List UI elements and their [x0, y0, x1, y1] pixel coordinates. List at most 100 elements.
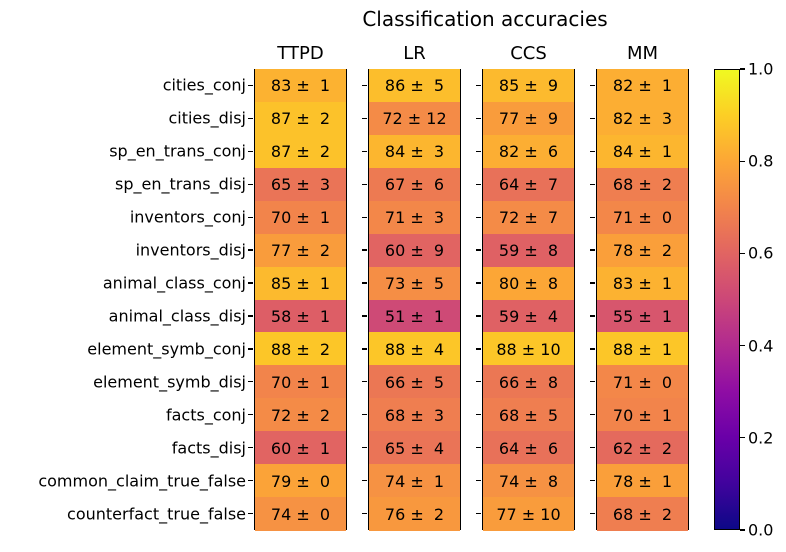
- row-label-element_symb_conj: element_symb_conj: [87, 339, 246, 359]
- heatmap-cell-ttpd-facts_conj: 72 ± 2: [255, 398, 346, 433]
- cell-value: 65 ± 4: [384, 438, 445, 458]
- heatmap-cell-mm-element_symb_conj: 88 ± 1: [597, 332, 688, 367]
- cell-value: 86 ± 5: [384, 76, 445, 96]
- cell-value: 72 ± 2: [270, 405, 331, 425]
- y-tick: [248, 216, 253, 218]
- cell-value: 83 ± 1: [612, 274, 673, 294]
- cell-value: 70 ± 1: [270, 372, 331, 392]
- heatmap-cell-lr-common_claim_true_false: 74 ± 1: [369, 464, 460, 499]
- heatmap-cell-ttpd-sp_en_trans_conj: 87 ± 2: [255, 134, 346, 169]
- y-tick: [248, 282, 253, 284]
- column-header-ccs: CCS: [510, 43, 547, 64]
- row-label-cities_disj: cities_disj: [168, 108, 246, 128]
- colorbar-tick-label: 0.2: [748, 428, 774, 448]
- heatmap-column-ttpd: 83 ± 1 87 ± 2 87 ± 2 65 ± 3 70 ± 1 77 ± 2 85 ±…: [254, 69, 347, 531]
- row-label-common_claim_true_false: common_claim_true_false: [38, 471, 246, 491]
- cell-value: 70 ± 1: [270, 208, 331, 228]
- heatmap-cell-ccs-counterfact_true_false: 77 ± 10: [483, 497, 574, 531]
- y-tick: [362, 414, 367, 416]
- cell-value: 82 ± 3: [612, 109, 673, 129]
- y-tick: [362, 512, 367, 515]
- cell-value: 74 ± 1: [384, 471, 445, 491]
- cell-value: 88 ± 10: [496, 339, 561, 359]
- heatmap-column-lr: 86 ± 5 72 ± 12 84 ± 3 67 ± 6 71 ± 3 60 ± 9 73 …: [368, 69, 461, 531]
- cell-value: 68 ± 5: [498, 405, 559, 425]
- cell-value: 68 ± 2: [612, 175, 673, 195]
- heatmap-cell-ccs-facts_disj: 64 ± 6: [483, 431, 574, 466]
- cell-value: 62 ± 2: [612, 438, 673, 458]
- heatmap-cell-lr-inventors_disj: 60 ± 9: [369, 233, 460, 268]
- y-tick: [248, 381, 253, 383]
- heatmap-cell-mm-cities_disj: 82 ± 3: [597, 101, 688, 136]
- cell-value: 66 ± 5: [384, 372, 445, 392]
- y-tick: [590, 414, 595, 416]
- heatmap-cell-ttpd-element_symb_disj: 70 ± 1: [255, 365, 346, 400]
- y-tick: [476, 348, 481, 350]
- y-tick: [476, 150, 481, 152]
- y-tick: [590, 381, 595, 383]
- heatmap-cell-mm-facts_conj: 70 ± 1: [597, 398, 688, 433]
- heatmap-cell-mm-common_claim_true_false: 78 ± 1: [597, 464, 688, 499]
- row-label-animal_class_conj: animal_class_conj: [102, 273, 246, 293]
- heatmap-cell-lr-element_symb_conj: 88 ± 4: [369, 332, 460, 367]
- y-tick: [590, 282, 595, 284]
- heatmap-column-mm: 82 ± 1 82 ± 3 84 ± 1 68 ± 2 71 ± 0 78 ± 2 83 ±…: [596, 69, 689, 531]
- y-tick: [362, 216, 367, 218]
- heatmap-cell-ttpd-common_claim_true_false: 79 ± 0: [255, 464, 346, 499]
- heatmap-cell-ccs-facts_conj: 68 ± 5: [483, 398, 574, 433]
- y-tick: [590, 117, 595, 120]
- y-tick: [362, 150, 367, 152]
- cell-value: 51 ± 1: [384, 306, 445, 326]
- heatmap-cell-ttpd-facts_disj: 60 ± 1: [255, 431, 346, 466]
- y-tick: [362, 348, 367, 350]
- cell-value: 72 ± 12: [382, 109, 447, 129]
- heatmap-cell-lr-counterfact_true_false: 76 ± 2: [369, 497, 460, 531]
- y-tick: [248, 84, 253, 87]
- y-tick: [476, 183, 481, 185]
- cell-value: 68 ± 3: [384, 405, 445, 425]
- y-tick: [590, 249, 595, 251]
- cell-value: 87 ± 2: [270, 109, 331, 129]
- heatmap-cell-ccs-inventors_disj: 59 ± 8: [483, 233, 574, 268]
- y-tick: [248, 348, 253, 350]
- heatmap-cell-mm-sp_en_trans_disj: 68 ± 2: [597, 167, 688, 202]
- y-tick: [590, 447, 595, 449]
- row-label-element_symb_disj: element_symb_disj: [93, 372, 246, 392]
- cell-value: 76 ± 2: [384, 504, 445, 524]
- y-tick: [248, 315, 253, 317]
- y-tick: [248, 183, 253, 185]
- cell-value: 77 ± 2: [270, 241, 331, 261]
- column-header-lr: LR: [403, 43, 426, 64]
- colorbar-tick-label: 0.0: [748, 520, 774, 540]
- cell-value: 67 ± 6: [384, 175, 445, 195]
- y-tick: [476, 512, 481, 515]
- y-tick: [590, 348, 595, 350]
- cell-value: 59 ± 8: [498, 241, 559, 261]
- y-tick: [362, 479, 367, 482]
- y-tick: [362, 315, 367, 317]
- y-tick: [476, 249, 481, 251]
- cell-value: 72 ± 7: [498, 208, 559, 228]
- y-tick: [362, 117, 367, 120]
- heatmap-cell-ccs-cities_disj: 77 ± 9: [483, 101, 574, 136]
- y-tick: [248, 479, 253, 482]
- colorbar-tick: [740, 252, 745, 255]
- colorbar-tick: [740, 68, 745, 70]
- cell-value: 60 ± 1: [270, 438, 331, 458]
- cell-value: 55 ± 1: [612, 306, 673, 326]
- y-tick: [476, 381, 481, 383]
- y-tick: [362, 447, 367, 449]
- colorbar-gradient: [714, 69, 740, 530]
- heatmap-cell-ccs-element_symb_disj: 66 ± 8: [483, 365, 574, 400]
- heatmap-cell-ttpd-animal_class_conj: 85 ± 1: [255, 266, 346, 301]
- cell-value: 68 ± 2: [612, 504, 673, 524]
- cell-value: 82 ± 1: [612, 76, 673, 96]
- cell-value: 65 ± 3: [270, 175, 331, 195]
- y-tick: [476, 282, 481, 284]
- y-tick: [476, 447, 481, 449]
- cell-value: 73 ± 5: [384, 274, 445, 294]
- y-tick: [362, 183, 367, 185]
- heatmap-cell-lr-inventors_conj: 71 ± 3: [369, 200, 460, 235]
- cell-value: 74 ± 0: [270, 504, 331, 524]
- heatmap-cell-ccs-animal_class_disj: 59 ± 4: [483, 299, 574, 334]
